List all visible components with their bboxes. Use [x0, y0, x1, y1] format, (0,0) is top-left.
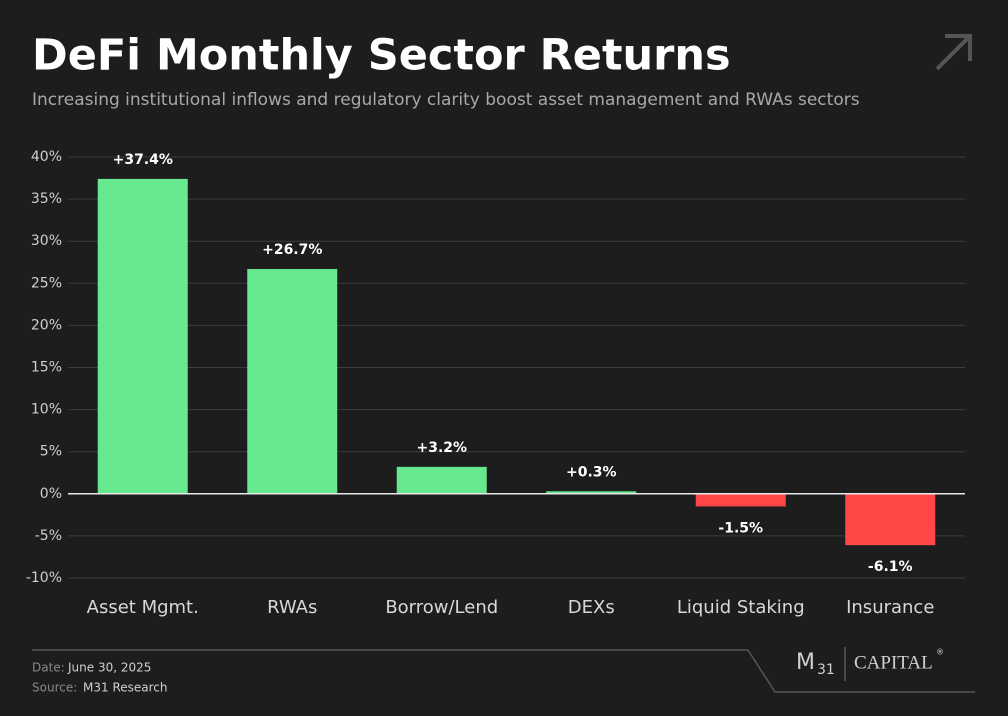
y-tick-label: 5%: [40, 444, 62, 460]
x-tick-label: Asset Mgmt.: [87, 597, 199, 618]
footer-line: [32, 649, 975, 693]
y-tick-label: 15%: [31, 360, 62, 376]
arrow-icon: [935, 34, 972, 71]
x-tick-label: Liquid Staking: [677, 597, 805, 618]
x-tick-label: RWAs: [267, 597, 317, 618]
date: June 30, 2025: [67, 661, 151, 675]
logo-capital: CAPITAL: [854, 652, 933, 673]
y-tick-label: 30%: [31, 233, 62, 249]
y-tick-label: 20%: [31, 317, 62, 333]
value-label: -6.1%: [868, 559, 913, 575]
bar: [97, 178, 188, 494]
logo-m: M: [796, 650, 815, 675]
bar: [396, 466, 487, 494]
bar: [845, 493, 936, 546]
logo-31: 31: [817, 662, 835, 678]
chart-title: DeFi Monthly Sector Returns: [32, 31, 731, 81]
logo-reg: ®: [936, 648, 944, 657]
bar: [247, 268, 338, 494]
x-tick-label: Insurance: [846, 597, 934, 618]
value-label: +26.7%: [262, 242, 322, 258]
y-tick-label: 40%: [31, 149, 62, 165]
chart-subtitle: Increasing institutional inflows and reg…: [32, 90, 860, 110]
x-tick-label: Borrow/Lend: [385, 597, 498, 618]
y-tick-label: 25%: [31, 275, 62, 291]
x-tick-label: DEXs: [568, 597, 615, 618]
value-label: +37.4%: [113, 152, 173, 168]
source: M31 Research: [83, 681, 167, 695]
y-tick-label: 35%: [31, 191, 62, 207]
y-tick-label: 0%: [40, 486, 62, 502]
y-tick-label: -5%: [35, 528, 62, 544]
y-tick-label: 10%: [31, 402, 62, 418]
value-label: -1.5%: [718, 520, 763, 536]
date-label: Date:: [32, 661, 65, 675]
source-label: Source:: [32, 681, 77, 695]
y-tick-label: -10%: [26, 570, 62, 586]
value-label: +0.3%: [566, 464, 617, 480]
value-label: +3.2%: [416, 440, 467, 456]
bar: [546, 491, 637, 494]
bar: [695, 493, 786, 507]
